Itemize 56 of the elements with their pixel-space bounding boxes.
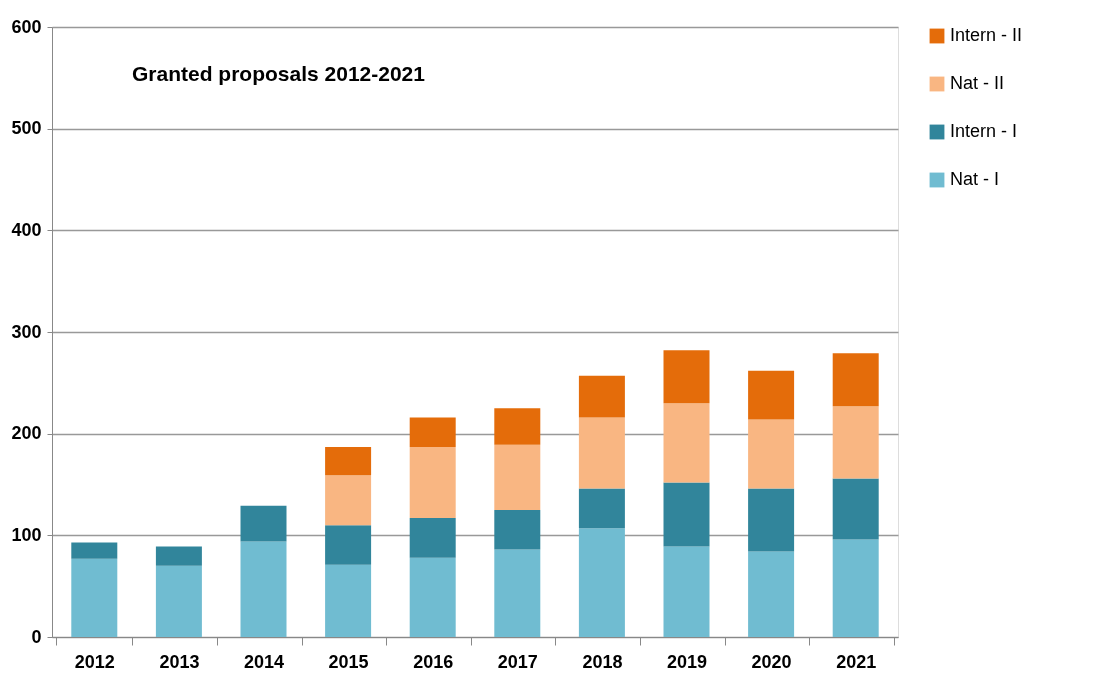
y-tick-label: 300: [11, 321, 42, 342]
bar: [155, 546, 202, 566]
bar: [748, 488, 795, 552]
bar: [663, 350, 710, 404]
bar: [663, 546, 710, 637]
y-tick-label: 500: [11, 118, 42, 139]
bar: [494, 444, 541, 510]
bar: [748, 370, 795, 420]
bar: [494, 509, 541, 550]
bar: [832, 353, 879, 407]
legend-label: Intern - II: [950, 25, 1023, 45]
bar: [578, 488, 625, 529]
bar: [325, 446, 372, 476]
x-tick-label: 2021: [836, 651, 877, 672]
bar: [748, 419, 795, 489]
bar: [748, 551, 795, 637]
x-tick-label: 2015: [328, 651, 369, 672]
bar: [71, 542, 118, 559]
text: Granted proposals 2012-2021: [132, 62, 426, 85]
x-tick-label: 2020: [751, 651, 792, 672]
y-tick-label: 600: [11, 16, 42, 37]
legend-label: Intern - I: [950, 121, 1018, 141]
bar: [71, 558, 118, 637]
bar: [325, 475, 372, 526]
y-tick-label: 100: [11, 524, 42, 545]
bar: [409, 557, 456, 637]
bar: [578, 375, 625, 418]
bar: [578, 417, 625, 489]
bar: [325, 564, 372, 637]
x-tick-label: 2013: [159, 651, 200, 672]
legend-label: Nat - II: [950, 73, 1005, 93]
x-tick-label: 2016: [413, 651, 454, 672]
legend-label: Nat - I: [950, 169, 1000, 189]
bar: [409, 518, 456, 558]
bar: [578, 528, 625, 637]
bar: [832, 539, 879, 637]
bar: [494, 549, 541, 637]
bar: [240, 505, 287, 542]
y-tick-label: 200: [11, 423, 42, 444]
y-tick-label: 0: [31, 626, 42, 647]
bar: [325, 525, 372, 565]
x-tick-label: 2018: [582, 651, 623, 672]
x-tick-label: 2019: [666, 651, 708, 672]
bar: [832, 478, 879, 540]
bar: [155, 565, 202, 637]
y-tick-label: 400: [11, 219, 42, 240]
bar: [409, 446, 456, 519]
bar: [663, 403, 710, 483]
bar: [663, 482, 710, 547]
bar: [832, 406, 879, 479]
bar: [240, 541, 287, 637]
bar: [494, 408, 541, 445]
x-tick-label: 2014: [243, 651, 285, 672]
x-tick-label: 2017: [497, 651, 538, 672]
bar: [409, 417, 456, 447]
x-tick-label: 2012: [74, 651, 115, 672]
